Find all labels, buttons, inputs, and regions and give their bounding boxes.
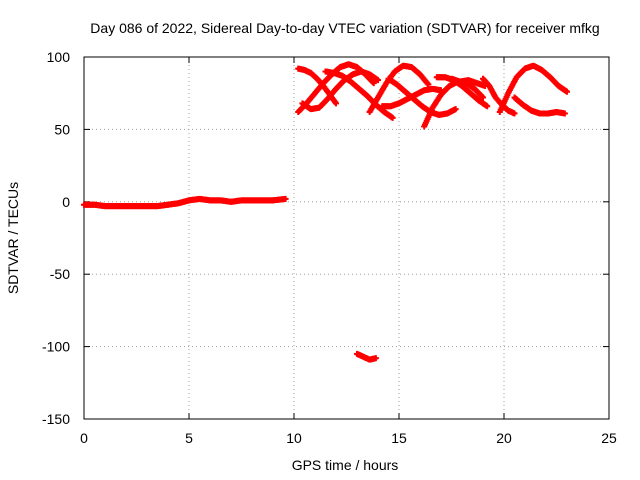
data-point — [375, 77, 381, 84]
series-baseline — [81, 195, 289, 210]
y-axis-label: SDTVAR / TECUs — [5, 182, 21, 294]
series-arc-f — [379, 85, 444, 110]
x-tick-label: 15 — [391, 430, 407, 446]
series-arc-l — [496, 62, 570, 116]
data-point — [452, 106, 459, 113]
data-point — [389, 114, 396, 121]
series-arc-h — [421, 78, 486, 130]
series-arc-g — [385, 75, 459, 118]
data-point — [372, 355, 379, 362]
data-point — [561, 110, 568, 117]
plot-frame — [83, 56, 610, 420]
data-point — [333, 100, 339, 107]
data-points — [81, 61, 570, 363]
grid-lines — [84, 57, 609, 419]
y-tick-label: -100 — [42, 339, 70, 355]
data-point — [282, 195, 289, 202]
y-tick-label: -150 — [42, 411, 70, 427]
y-tick-label: -50 — [50, 266, 70, 282]
data-point — [511, 110, 518, 117]
series-arc-j — [448, 75, 489, 89]
x-tick-label: 0 — [80, 430, 88, 446]
y-tick-label: 0 — [62, 194, 70, 210]
x-tick-label: 20 — [496, 430, 512, 446]
x-tick-label: 10 — [286, 430, 302, 446]
data-point — [370, 80, 377, 87]
series-arc-e — [366, 62, 432, 116]
x-tick-label: 25 — [601, 430, 617, 446]
x-axis-label: GPS time / hours — [292, 457, 399, 473]
data-point — [484, 103, 491, 110]
series-dip — [354, 350, 379, 363]
y-tick-label: 50 — [54, 121, 70, 137]
series-arc-m — [511, 94, 568, 117]
series-arc-d — [322, 68, 396, 121]
y-tick-label: 100 — [47, 49, 71, 65]
chart-title: Day 086 of 2022, Sidereal Day-to-day VTE… — [90, 20, 599, 36]
series-arc-c — [299, 68, 381, 113]
axis-ticks: 0 5 10 15 20 25 -150 -100 -50 0 50 100 — [42, 49, 617, 446]
data-point — [564, 88, 570, 95]
data-point — [480, 94, 486, 101]
x-tick-label: 5 — [185, 430, 193, 446]
